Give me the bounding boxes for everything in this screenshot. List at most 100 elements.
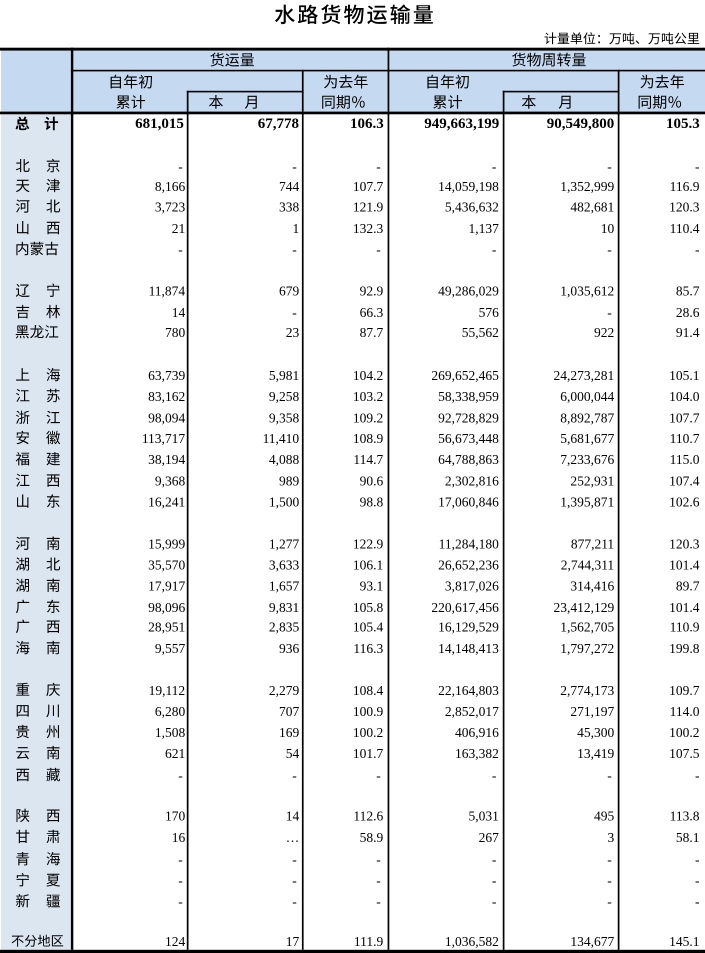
svg-text:104.0: 104.0 [669, 389, 700, 404]
svg-text:-: - [292, 159, 297, 174]
svg-text:14: 14 [172, 305, 186, 320]
svg-text:23: 23 [286, 325, 300, 340]
svg-text:11,874: 11,874 [149, 284, 186, 299]
svg-text:112.6: 112.6 [353, 809, 383, 824]
svg-text:105.8: 105.8 [353, 600, 384, 615]
svg-text:5,031: 5,031 [469, 809, 499, 824]
svg-text:5,681,677: 5,681,677 [560, 431, 614, 446]
svg-text:85.7: 85.7 [676, 284, 700, 299]
svg-text:110.7: 110.7 [670, 431, 700, 446]
svg-text:38,194: 38,194 [148, 452, 185, 467]
svg-text:-: - [292, 768, 297, 783]
svg-text:-: - [292, 242, 297, 257]
svg-text:744: 744 [279, 179, 300, 194]
svg-text:98,096: 98,096 [148, 600, 185, 615]
svg-text:132.3: 132.3 [353, 221, 384, 236]
svg-text:24,273,281: 24,273,281 [553, 368, 614, 383]
svg-text:67,778: 67,778 [258, 116, 299, 132]
svg-text:780: 780 [165, 325, 186, 340]
svg-text:90.6: 90.6 [360, 474, 384, 489]
svg-text:576: 576 [479, 305, 500, 320]
svg-text:93.1: 93.1 [360, 579, 384, 594]
svg-text:1: 1 [292, 221, 299, 236]
svg-text:105.3: 105.3 [666, 116, 700, 132]
svg-text:-: - [607, 873, 612, 888]
svg-text:199.8: 199.8 [669, 641, 700, 656]
svg-text:-: - [695, 242, 700, 257]
svg-text:49,286,029: 49,286,029 [438, 284, 499, 299]
svg-text:-: - [376, 768, 381, 783]
svg-text:-: - [492, 159, 497, 174]
svg-text:-: - [492, 852, 497, 867]
svg-text:-: - [376, 159, 381, 174]
svg-text:107.7: 107.7 [353, 179, 384, 194]
svg-text:19,112: 19,112 [149, 683, 186, 698]
svg-text:107.4: 107.4 [669, 474, 700, 489]
svg-text:58.9: 58.9 [360, 830, 384, 845]
svg-text:3,633: 3,633 [269, 557, 300, 572]
svg-text:9,831: 9,831 [269, 600, 299, 615]
svg-text:252,931: 252,931 [570, 474, 614, 489]
svg-text:107.7: 107.7 [669, 411, 700, 426]
svg-text:-: - [492, 894, 497, 909]
svg-text:-: - [292, 873, 297, 888]
svg-text:109.2: 109.2 [353, 411, 383, 426]
svg-text:621: 621 [165, 746, 185, 761]
svg-text:11,284,180: 11,284,180 [439, 537, 499, 552]
svg-text:7,233,676: 7,233,676 [560, 452, 614, 467]
svg-text:6,280: 6,280 [155, 704, 186, 719]
svg-text:108.9: 108.9 [353, 431, 384, 446]
svg-text:100.9: 100.9 [353, 704, 384, 719]
svg-text:6,000,044: 6,000,044 [560, 389, 614, 404]
svg-text:9,258: 9,258 [269, 389, 300, 404]
svg-text:83,162: 83,162 [148, 389, 185, 404]
svg-text:15,999: 15,999 [148, 537, 185, 552]
svg-text:1,395,871: 1,395,871 [560, 495, 614, 510]
svg-text:17: 17 [286, 934, 300, 949]
svg-text:8,166: 8,166 [155, 179, 186, 194]
svg-text:-: - [178, 852, 183, 867]
svg-text:107.5: 107.5 [669, 746, 700, 761]
svg-text:11,410: 11,410 [263, 431, 300, 446]
svg-text:-: - [178, 768, 183, 783]
svg-text:4,088: 4,088 [269, 452, 300, 467]
svg-text:267: 267 [479, 830, 500, 845]
svg-text:98,094: 98,094 [148, 411, 185, 426]
svg-text:111.9: 111.9 [354, 934, 384, 949]
svg-text:877,211: 877,211 [571, 537, 614, 552]
svg-text:989: 989 [279, 474, 300, 489]
svg-text:116.9: 116.9 [670, 179, 700, 194]
svg-text:-: - [695, 852, 700, 867]
svg-text:17,060,846: 17,060,846 [438, 495, 499, 510]
svg-text:10: 10 [601, 221, 615, 236]
svg-text:58,338,959: 58,338,959 [438, 389, 499, 404]
svg-text:-: - [292, 894, 297, 909]
svg-text:28.6: 28.6 [676, 305, 700, 320]
svg-text:56,673,448: 56,673,448 [438, 431, 499, 446]
svg-text:64,788,863: 64,788,863 [438, 452, 499, 467]
svg-text:1,657: 1,657 [269, 579, 300, 594]
svg-text:106.1: 106.1 [353, 557, 383, 572]
svg-text:1,137: 1,137 [469, 221, 500, 236]
svg-text:14,059,198: 14,059,198 [438, 179, 499, 194]
svg-text:58.1: 58.1 [676, 830, 700, 845]
svg-text:45,300: 45,300 [577, 725, 614, 740]
svg-text:113.8: 113.8 [670, 809, 700, 824]
svg-text:-: - [376, 873, 381, 888]
svg-text:936: 936 [279, 641, 300, 656]
svg-text:679: 679 [279, 284, 300, 299]
svg-text:314,416: 314,416 [570, 579, 614, 594]
svg-text:-: - [376, 242, 381, 257]
svg-text:16,241: 16,241 [148, 495, 185, 510]
svg-text:-: - [376, 852, 381, 867]
svg-text:-: - [607, 768, 612, 783]
svg-text:220,617,456: 220,617,456 [431, 600, 499, 615]
svg-text:98.8: 98.8 [360, 495, 384, 510]
svg-text:92,728,829: 92,728,829 [438, 411, 499, 426]
svg-text:1,035,612: 1,035,612 [560, 284, 614, 299]
svg-text:-: - [695, 873, 700, 888]
svg-text:110.4: 110.4 [670, 221, 700, 236]
svg-text:1,562,705: 1,562,705 [560, 620, 614, 635]
svg-text:495: 495 [594, 809, 615, 824]
svg-text:16,129,529: 16,129,529 [438, 620, 499, 635]
